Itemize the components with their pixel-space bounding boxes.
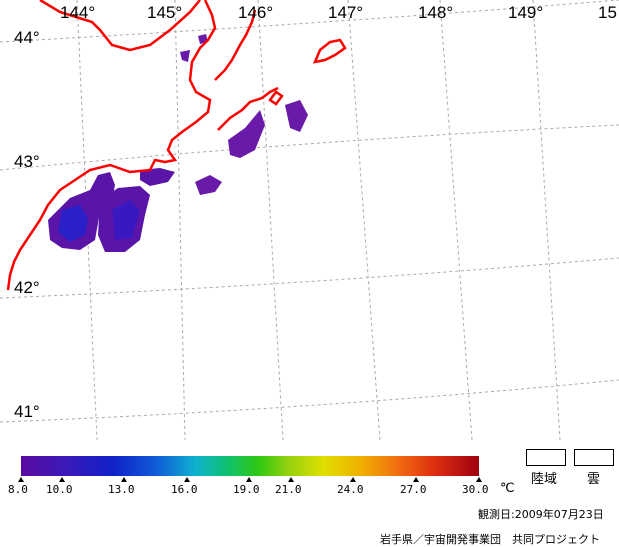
temperature-colorbar	[21, 456, 479, 476]
colorbar-tick: 10.0	[46, 483, 73, 496]
map-canvas	[0, 0, 619, 440]
colorbar-marker	[59, 477, 65, 482]
lon-label-149: 149°	[508, 3, 544, 22]
colorbar-marker	[184, 477, 190, 482]
colorbar-marker	[121, 477, 127, 482]
sst-patch	[140, 168, 175, 186]
lat-label-42: 42°	[14, 278, 40, 297]
lon-label-145: 145°	[147, 3, 183, 22]
colorbar-marker	[350, 477, 356, 482]
coastline-kunashiri	[214, 9, 257, 81]
meridian-148	[439, 0, 473, 440]
meridian-144	[76, 0, 98, 440]
colorbar-tick: 27.0	[400, 483, 427, 496]
colorbar-tick: 8.0	[8, 483, 28, 496]
colorbar-marker	[246, 477, 252, 482]
colorbar-marker	[18, 477, 24, 482]
lat-label-44: 44°	[14, 28, 40, 47]
meridian-146	[257, 0, 284, 440]
sst-patch	[58, 205, 88, 242]
colorbar-tick: 13.0	[108, 483, 135, 496]
sst-patch	[195, 175, 222, 195]
lon-label-150: 15	[598, 3, 617, 22]
meridian-145	[174, 0, 186, 440]
colorbar-tick: 30.0	[462, 483, 489, 496]
land-legend-label: 陸域	[531, 472, 558, 487]
sst-patches	[48, 34, 308, 252]
colorbar-marker	[413, 477, 419, 482]
lon-label-146: 146°	[238, 3, 274, 22]
lon-label-147: 147°	[328, 3, 364, 22]
sst-patch	[112, 200, 140, 240]
parallel-41	[0, 379, 619, 423]
colorbar-unit: ℃	[500, 481, 515, 496]
cloud-legend-label: 雲	[587, 472, 601, 487]
colorbar-tick: 21.0	[275, 483, 302, 496]
sst-patch	[228, 110, 265, 158]
graticule	[0, 0, 619, 440]
coastline-islet-small	[268, 90, 284, 106]
cloud-legend-swatch	[574, 449, 614, 466]
sst-patch	[180, 50, 190, 62]
lat-label-43: 43°	[14, 152, 40, 171]
coastline-hokkaido-east	[39, 0, 201, 52]
parallel-43	[0, 124, 619, 171]
coastline-shiretoko	[6, 0, 217, 291]
credit-text: 岩手県／宇宙開発事業団 共同プロジェクト	[380, 533, 600, 546]
sst-patch	[285, 100, 308, 132]
lon-label-148: 148°	[418, 3, 454, 22]
lat-label-41: 41°	[14, 402, 40, 421]
colorbar-tick: 24.0	[337, 483, 364, 496]
coastline-islet	[312, 38, 347, 64]
coastline	[6, 0, 347, 291]
lon-label-144: 144°	[60, 3, 96, 22]
colorbar-tick: 16.0	[171, 483, 198, 496]
colorbar-marker	[288, 477, 294, 482]
coastline-islands	[217, 86, 279, 131]
parallel-42	[0, 257, 619, 299]
parallel-44	[0, 0, 619, 43]
meridian-147	[347, 0, 381, 440]
colorbar-marker	[476, 477, 482, 482]
colorbar-tick: 19.0	[233, 483, 260, 496]
meridian-149	[532, 0, 561, 440]
land-legend-swatch	[526, 449, 566, 466]
observation-date: 観測日:2009年07月23日	[478, 508, 604, 521]
